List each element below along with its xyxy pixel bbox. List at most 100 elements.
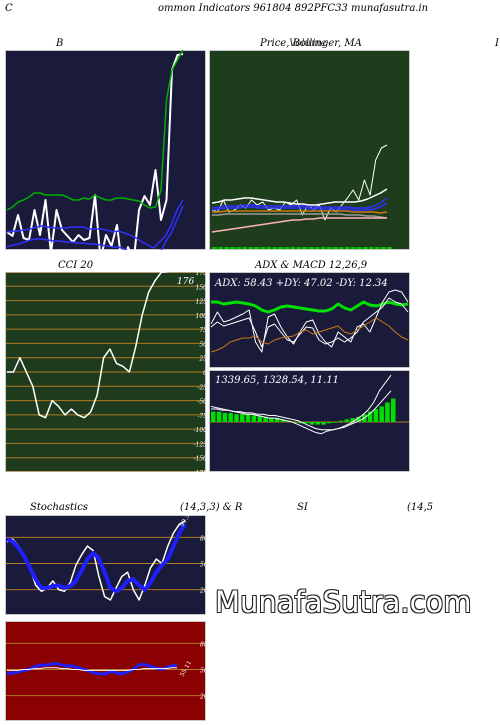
- volume-bar: [284, 247, 290, 249]
- volume-bar: [308, 247, 314, 249]
- volume-bar: [356, 247, 362, 249]
- macd-histogram-bar: [269, 418, 274, 422]
- volume-bar: [296, 247, 302, 249]
- cci-tick-label: -125: [194, 441, 208, 448]
- volume-bar: [272, 247, 278, 249]
- macd-histogram-bar: [391, 398, 396, 422]
- cci-tick-label: -150: [194, 456, 208, 463]
- macd-histogram-bar: [338, 420, 344, 422]
- volume-bar: [242, 247, 248, 249]
- adx-orange-line: [210, 317, 409, 353]
- bollinger-lower-band-line: [6, 205, 184, 250]
- cci-tick-label: -100: [194, 427, 208, 434]
- volume-bar: [230, 247, 236, 249]
- volume-bar: [381, 247, 386, 249]
- header-left: C: [5, 3, 13, 14]
- stochastics-k-line: [6, 520, 186, 601]
- adx-macd-title: ADX & MACD 12,26,9: [255, 260, 368, 271]
- price-ma-overlap: Volume: [289, 38, 327, 49]
- macd-histogram-bar: [257, 415, 262, 422]
- stochastics-tick-label: 20: [199, 588, 208, 595]
- macd-histogram-bar: [211, 411, 216, 422]
- cci-tick-label: -75: [197, 413, 207, 420]
- macd-signal-line: [211, 390, 392, 431]
- macd-histogram-bar: [327, 422, 332, 424]
- volume-bar: [368, 247, 374, 249]
- cci-tick-label: 150: [196, 284, 208, 291]
- price-ma-ma-pink-line: [211, 217, 387, 233]
- macd-histogram-bar: [385, 402, 390, 422]
- rsi-bg: [5, 621, 206, 721]
- volume-bar: [374, 247, 380, 249]
- macd-histogram-bar: [228, 412, 233, 422]
- cci-tick-label: -50: [197, 399, 207, 406]
- volume-bar: [338, 247, 344, 249]
- macd-histogram-bar: [303, 422, 309, 424]
- volume-bar: [314, 247, 320, 249]
- volume-bar: [236, 247, 242, 249]
- volume-bar: [362, 247, 368, 249]
- price-ma-title: Price, Bollinger, MA: [260, 38, 362, 49]
- bollinger-title: B: [56, 38, 64, 49]
- header-title: ommon Indicators 961804 892PFC33 munafas…: [158, 3, 429, 14]
- macd-histogram-bar: [309, 422, 315, 425]
- macd-histogram-bar: [216, 411, 222, 422]
- cci-tick-label: 25: [198, 356, 207, 363]
- macd-histogram-bar: [298, 422, 303, 424]
- cci-last-value: 176: [177, 277, 194, 287]
- volume-bar: [248, 247, 254, 249]
- bollinger-bg: [5, 50, 206, 250]
- watermark: MunafaSutra.com: [215, 585, 472, 619]
- volume-bar: [387, 247, 392, 249]
- volume-bar: [302, 247, 308, 249]
- bollinger-upper-band-line: [6, 50, 184, 211]
- bollinger-chart: [5, 50, 206, 250]
- price-ma-ma-blue-2-line: [211, 202, 388, 211]
- macd-chart: 1339.65, 1328.54, 11.11: [209, 370, 410, 472]
- macd-histogram-bar: [274, 418, 280, 422]
- rsi-rsi-line: [6, 661, 178, 676]
- macd-histogram-bar: [367, 411, 373, 422]
- macd-histogram-bar: [373, 409, 379, 422]
- macd-histogram-bar: [234, 414, 239, 422]
- stochastics-title: Stochastics: [30, 502, 88, 513]
- edge-label: I: [495, 38, 499, 49]
- volume-bar: [254, 247, 260, 249]
- volume-bar: [326, 247, 332, 249]
- cci-tick-label: 100: [196, 313, 208, 320]
- stochastics-params: (14,3,3) & R: [180, 502, 243, 513]
- adx-values-label: ADX: 58.43 +DY: 47.02 -DY: 12.34: [214, 278, 388, 289]
- macd-histogram-bar: [321, 422, 326, 425]
- macd-histogram-bar: [332, 422, 338, 423]
- price-ma-chart: [209, 50, 410, 250]
- volume-bar: [218, 247, 223, 249]
- volume-bar: [332, 247, 338, 249]
- volume-bar: [344, 247, 350, 249]
- macd-histogram-bar: [263, 416, 268, 422]
- cci-chart: 175 150 125 100 75 50 25 0 -25 -50 -75 -100 -125 -150…: [5, 272, 208, 472]
- macd-histogram-bar: [251, 415, 257, 422]
- rsi-signal-line: [7, 667, 177, 671]
- rsi-tick-label: 80: [200, 641, 208, 648]
- volume-bar: [212, 247, 217, 249]
- cci-tick-label: 75: [199, 327, 207, 334]
- macd-histogram-bar: [280, 419, 286, 422]
- rsi-tick-label: 50: [200, 668, 208, 675]
- stochastics-tick-label: 80: [200, 535, 208, 542]
- volume-bar: [278, 247, 284, 249]
- volume-bar: [266, 247, 272, 249]
- stochastics-bg: [5, 515, 206, 615]
- adx-plus-di-line: [210, 289, 409, 353]
- macd-histogram-bar: [240, 414, 245, 422]
- cci-title: CCI 20: [58, 260, 94, 271]
- volume-bar: [260, 247, 266, 249]
- volume-bar: [320, 247, 326, 249]
- stochastics-tick-label: 50: [200, 562, 208, 569]
- rsi-title: SI: [297, 502, 308, 513]
- cci-line: [7, 272, 169, 419]
- macd-histogram-bar: [344, 419, 349, 422]
- macd-histogram-bar: [292, 422, 297, 423]
- volume-bar: [224, 247, 230, 249]
- stochastics-d-line: [6, 523, 187, 594]
